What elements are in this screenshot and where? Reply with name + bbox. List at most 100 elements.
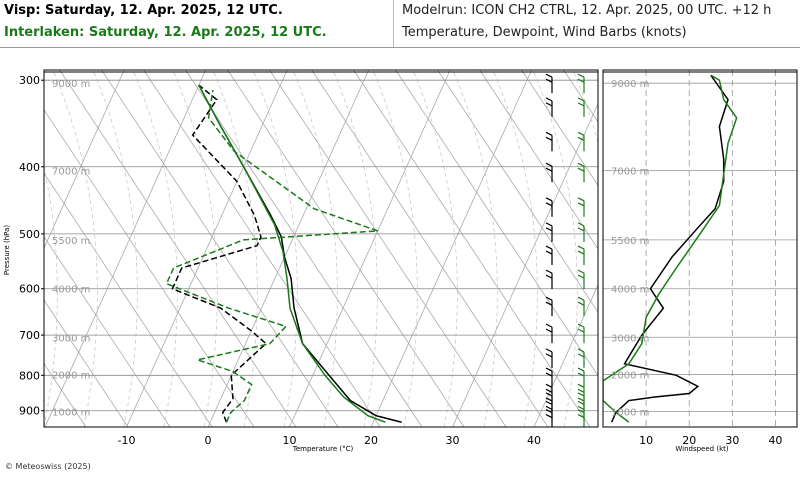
windspeed-height-label: 4000 m [611,285,649,296]
wind-barb-interlaken [577,131,585,152]
wind-barb-flag [545,222,553,227]
x-tick-label: 40 [527,434,541,447]
wind-barb-flag [545,392,553,397]
isotherm-line [289,70,451,427]
moist-adiabat-line [172,70,218,427]
interlaken-dewpoint-line [165,89,379,423]
wind-barb-flag [545,405,553,410]
skewt-series [165,73,585,427]
isotherm-line [207,70,370,427]
wind-barb-flag [577,301,585,306]
wind-barb-flag [577,97,585,102]
skewt-border [43,69,599,428]
dry-adiabat-line [185,70,423,427]
windspeed-height-label: 9000 m [611,79,649,90]
header: Visp: Saturday, 12. Apr. 2025, 12 UTC. I… [0,0,800,48]
y-tick-label: 300 [19,74,40,87]
wind-barb-flag [577,167,585,172]
wind-barb-flag [577,383,585,388]
wind-barb-visp [545,73,553,94]
wind-barb-flag [577,392,585,397]
wind-barb-visp [545,409,553,427]
windspeed-height-label: 3000 m [611,333,649,344]
wind-barb-flag [545,383,553,388]
moist-adiabat-line [332,70,378,427]
windspeed-series [603,74,738,423]
wind-barb-flag [545,367,553,372]
copyright: © Meteoswiss (2025) [5,462,91,471]
station-title-interlaken: Interlaken: Saturday, 12. Apr. 2025, 12 … [4,25,327,40]
height-label: 9000 m [52,79,90,90]
y-tick-label: 800 [19,369,40,382]
x-tick-label: 10 [283,434,297,447]
height-label: 7000 m [52,166,90,177]
moist-adiabat-line [44,166,58,427]
y-tick-label: 900 [19,405,40,418]
wind-barb-flag [577,388,585,393]
wind-barb-flag [577,274,585,279]
header-divider [393,0,394,48]
wind-barb-flag [545,400,553,405]
wind-barb-flag [545,274,553,279]
wind-barb-flag [577,323,585,328]
wind-barb-flag [577,353,585,358]
wind-barb-visp [545,162,553,183]
dry-adiabat-line [437,70,598,313]
height-label: 2000 m [52,371,90,382]
y-tick-label: 700 [19,329,40,342]
y-tick-label: 400 [19,161,40,174]
wind-barb-interlaken [577,245,585,266]
wind-barb-visp [545,296,553,317]
height-label: 5500 m [52,236,90,247]
visp-dewpoint-line [171,84,268,423]
wind-barb-flag [545,197,553,202]
wind-barb-flag [545,250,553,255]
wind-barb-flag [577,328,585,333]
wind-barb-flag [545,73,553,78]
wind-barb-flag [577,400,585,405]
dry-adiabat-line [624,34,800,427]
skewt-grid [44,34,800,427]
wind-barb-flag [577,222,585,227]
wind-barb-interlaken [577,162,585,183]
dry-adiabat-line [44,362,87,427]
x-tick-label: 20 [364,434,378,447]
wind-barb-flag [577,348,585,353]
isotherm-line [370,70,533,427]
windspeed-tick-label: 40 [768,434,782,447]
windspeed-height-label: 7000 m [611,166,649,177]
wind-barb-flag [545,388,553,393]
wind-barb-flag [577,136,585,141]
wind-barb-visp [545,323,553,344]
isotherm-line [452,102,598,427]
wind-barb-interlaken [577,409,585,427]
model-run-label: Modelrun: ICON CH2 CTRL, 12. Apr. 2025, … [402,3,772,18]
wind-barb-flag [577,197,585,202]
isotherm-line [44,70,125,250]
dry-adiabat-line [582,34,800,427]
wind-barb-visp [545,269,553,290]
wind-barb-flag [545,301,553,306]
wind-barb-flag [545,397,553,402]
windspeed-interlaken-line [603,74,738,423]
wind-barb-flag [577,405,585,410]
windspeed-tick-label: 10 [639,434,653,447]
y-tick-label: 500 [19,228,40,241]
wind-barb-flag [577,73,585,78]
windspeed-height-label: 5500 m [611,236,649,247]
wind-barb-flag [577,202,585,207]
header-rule [0,47,800,48]
wind-barb-flag [545,131,553,136]
wind-barb-visp [545,348,553,368]
dry-adiabat-line [311,70,549,427]
variables-label: Temperature, Dewpoint, Wind Barbs (knots… [402,25,687,40]
moist-adiabat-line [492,70,538,427]
moist-adiabat-line [532,70,578,427]
wind-barb-visp [545,131,553,152]
dry-adiabat-line [44,172,213,427]
windspeed-height-label: 1000 m [611,407,649,418]
moist-adiabat-line [412,70,458,427]
wind-barb-visp [545,197,553,217]
wind-barb-flag [577,227,585,232]
